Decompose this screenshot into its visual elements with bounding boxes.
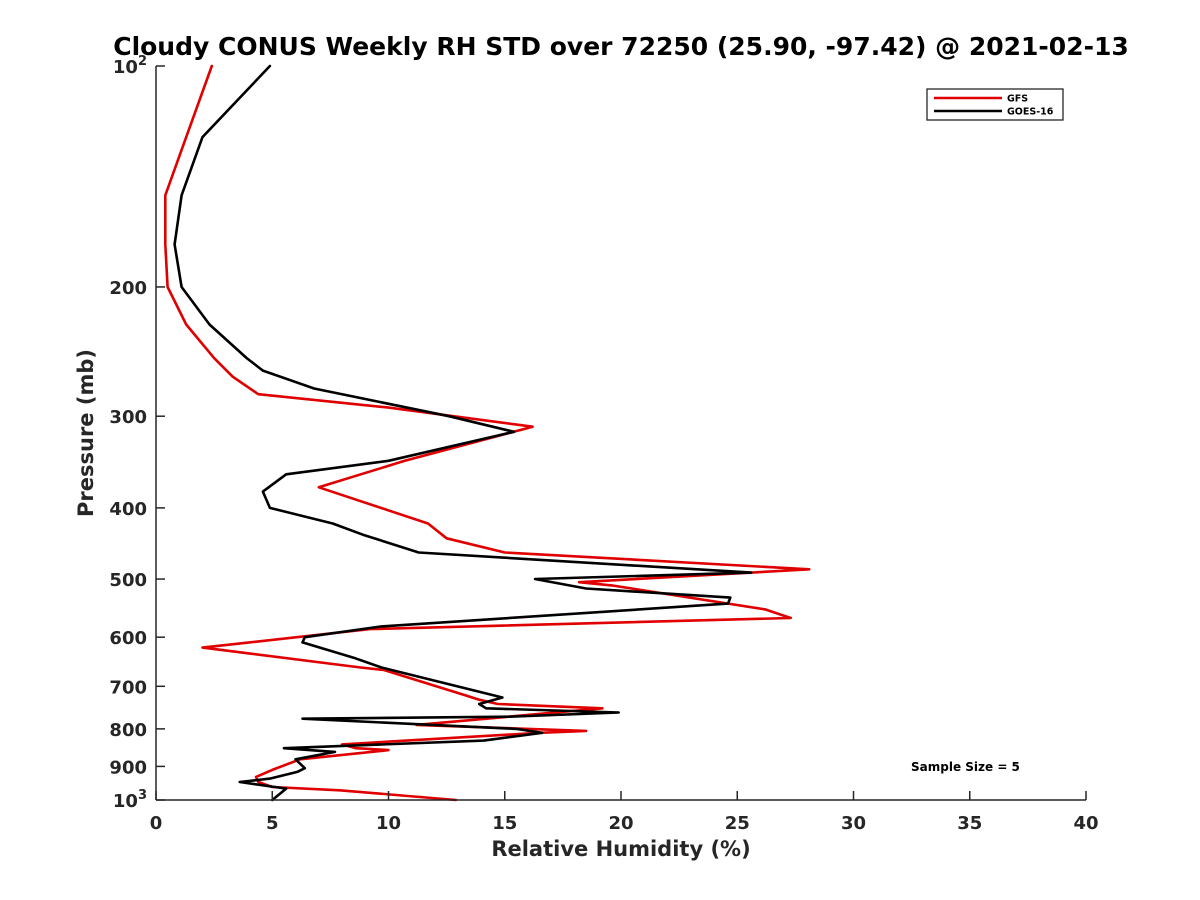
x-axis-label: Relative Humidity (%) (491, 837, 750, 861)
legend-box (926, 88, 1064, 121)
y-tick-label: 700 (109, 677, 147, 698)
legend: GFS GOES-16 (926, 88, 1064, 121)
y-tick-label: 900 (109, 757, 147, 778)
y-tick-label: 102 (113, 54, 147, 78)
x-tick-label: 35 (957, 813, 982, 834)
y-tick-label: 300 (109, 407, 147, 428)
sample-size-annotation: Sample Size = 5 (911, 760, 1020, 774)
x-tick-label: 20 (608, 813, 633, 834)
plot-area (156, 66, 1086, 800)
plot-background (156, 66, 1086, 800)
x-tick-label: 15 (492, 813, 517, 834)
y-tick-label: 400 (109, 499, 147, 520)
legend-label: GFS (1007, 94, 1028, 105)
x-tick-label: 30 (841, 813, 866, 834)
legend-label: GOES-16 (1007, 107, 1054, 118)
y-tick-label: 200 (109, 278, 147, 299)
series-layer (164, 64, 811, 802)
y-axis-label: Pressure (mb) (74, 349, 98, 517)
y-tick-label: 500 (109, 570, 147, 591)
series-line-gfs (164, 64, 811, 802)
y-tick-label: 103 (113, 788, 147, 812)
x-tick-label: 10 (376, 813, 401, 834)
x-tick-label: 25 (725, 813, 750, 834)
y-tick-label: 800 (109, 720, 147, 741)
axes-layer: 0 5 10 15 20 25 30 35 40 102 200 300 400 500 600 700 800… (109, 54, 1098, 834)
x-tick-label: 40 (1073, 813, 1098, 834)
chart-title: Cloudy CONUS Weekly RH STD over 72250 (2… (113, 32, 1129, 61)
x-tick-label: 5 (266, 813, 279, 834)
series-line-goes-16 (173, 64, 753, 802)
x-tick-label: 0 (150, 813, 163, 834)
y-tick-label: 600 (109, 628, 147, 649)
